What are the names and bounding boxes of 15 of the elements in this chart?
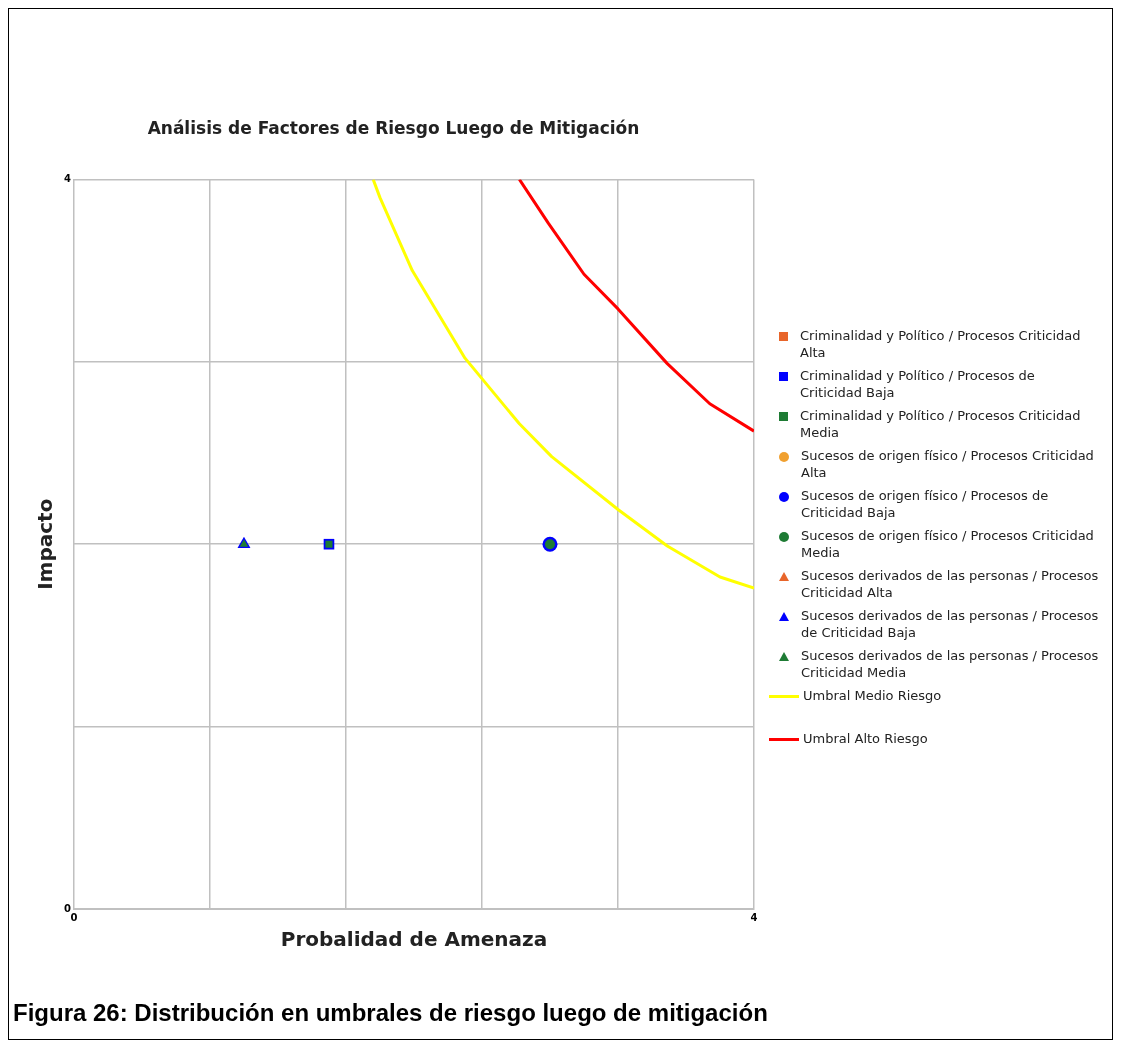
legend-label: Criminalidad y Político / Procesos de Criticidad Baja (800, 367, 1036, 401)
legend-label: Sucesos de origen físico / Procesos de Criticidad Baja (801, 487, 1050, 521)
chart-title: Análisis de Factores de Riesgo Luego de Mitigación (147, 117, 640, 138)
legend-label: Sucesos derivados de las personas / Procesos de Criticidad Baja (801, 607, 1099, 641)
x-axis-title: Probalidad de Amenaza (280, 927, 548, 952)
legend-label: Criminalidad y Político / Procesos Criticidad Alta (800, 327, 1082, 361)
text: Figura 26: Distribución en umbrales de riesgo luego de mitigación (13, 999, 768, 1027)
legend-label: Sucesos de origen físico / Procesos Criticidad Alta (801, 447, 1095, 481)
legend-label: Criminalidad y Político / Procesos Criticidad Media (800, 407, 1082, 441)
legend-label: Sucesos derivados de las personas / Procesos Criticidad Media (801, 647, 1099, 681)
y-axis-title: Impacto (33, 498, 58, 590)
legend-label: Umbral Alto Riesgo (803, 730, 929, 747)
legend-label: Sucesos derivados de las personas / Procesos Criticidad Alta (801, 567, 1099, 601)
legend-label: Umbral Medio Riesgo (803, 687, 943, 704)
legend-label: Sucesos de origen físico / Procesos Criticidad Media (801, 527, 1095, 561)
